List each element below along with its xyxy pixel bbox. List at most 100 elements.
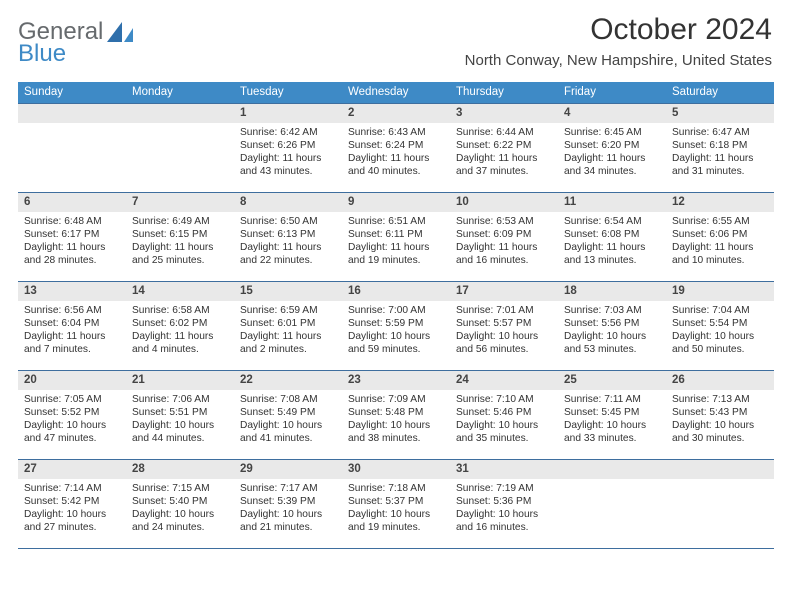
- day-details: Sunrise: 6:45 AM Sunset: 6:20 PM Dayligh…: [558, 123, 666, 182]
- brand-text: General Blue: [18, 20, 103, 66]
- day-cell: 1 Sunrise: 6:42 AM Sunset: 6:26 PM Dayli…: [234, 104, 342, 192]
- day-cell: 13 Sunrise: 6:56 AM Sunset: 6:04 PM Dayl…: [18, 282, 126, 370]
- sunrise-line: Sunrise: 7:09 AM: [348, 393, 444, 406]
- week-row: 6 Sunrise: 6:48 AM Sunset: 6:17 PM Dayli…: [18, 192, 774, 281]
- day-number: 1: [234, 104, 342, 123]
- sunrise-line: Sunrise: 7:08 AM: [240, 393, 336, 406]
- day-cell: 9 Sunrise: 6:51 AM Sunset: 6:11 PM Dayli…: [342, 193, 450, 281]
- daylight-line1: Daylight: 11 hours: [132, 330, 228, 343]
- day-number: 16: [342, 282, 450, 301]
- sunrise-line: Sunrise: 6:49 AM: [132, 215, 228, 228]
- daylight-line2: and 19 minutes.: [348, 254, 444, 267]
- sunset-line: Sunset: 5:49 PM: [240, 406, 336, 419]
- sunrise-line: Sunrise: 7:17 AM: [240, 482, 336, 495]
- sunrise-line: Sunrise: 6:45 AM: [564, 126, 660, 139]
- daylight-line2: and 40 minutes.: [348, 165, 444, 178]
- day-cell: 10 Sunrise: 6:53 AM Sunset: 6:09 PM Dayl…: [450, 193, 558, 281]
- sunset-line: Sunset: 5:59 PM: [348, 317, 444, 330]
- sunset-line: Sunset: 6:09 PM: [456, 228, 552, 241]
- day-details: Sunrise: 7:10 AM Sunset: 5:46 PM Dayligh…: [450, 390, 558, 449]
- sunrise-line: Sunrise: 6:44 AM: [456, 126, 552, 139]
- daylight-line2: and 27 minutes.: [24, 521, 120, 534]
- day-number: 5: [666, 104, 774, 123]
- sunset-line: Sunset: 6:08 PM: [564, 228, 660, 241]
- daylight-line2: and 25 minutes.: [132, 254, 228, 267]
- day-number: 30: [342, 460, 450, 479]
- daylight-line1: Daylight: 11 hours: [348, 241, 444, 254]
- day-details: Sunrise: 7:15 AM Sunset: 5:40 PM Dayligh…: [126, 479, 234, 538]
- daylight-line2: and 44 minutes.: [132, 432, 228, 445]
- sunset-line: Sunset: 6:18 PM: [672, 139, 768, 152]
- dow-fri: Friday: [558, 82, 666, 103]
- daylight-line1: Daylight: 11 hours: [564, 241, 660, 254]
- dow-wed: Wednesday: [342, 82, 450, 103]
- day-details: Sunrise: 6:48 AM Sunset: 6:17 PM Dayligh…: [18, 212, 126, 271]
- sunset-line: Sunset: 6:15 PM: [132, 228, 228, 241]
- day-details: Sunrise: 6:44 AM Sunset: 6:22 PM Dayligh…: [450, 123, 558, 182]
- sunset-line: Sunset: 6:26 PM: [240, 139, 336, 152]
- day-details: Sunrise: 7:14 AM Sunset: 5:42 PM Dayligh…: [18, 479, 126, 538]
- day-details: Sunrise: 6:53 AM Sunset: 6:09 PM Dayligh…: [450, 212, 558, 271]
- day-details: Sunrise: 7:00 AM Sunset: 5:59 PM Dayligh…: [342, 301, 450, 360]
- sunset-line: Sunset: 5:56 PM: [564, 317, 660, 330]
- sunset-line: Sunset: 5:36 PM: [456, 495, 552, 508]
- day-details: Sunrise: 7:08 AM Sunset: 5:49 PM Dayligh…: [234, 390, 342, 449]
- day-details: Sunrise: 6:54 AM Sunset: 6:08 PM Dayligh…: [558, 212, 666, 271]
- day-cell: 6 Sunrise: 6:48 AM Sunset: 6:17 PM Dayli…: [18, 193, 126, 281]
- day-details: Sunrise: 6:59 AM Sunset: 6:01 PM Dayligh…: [234, 301, 342, 360]
- daylight-line2: and 41 minutes.: [240, 432, 336, 445]
- daylight-line2: and 35 minutes.: [456, 432, 552, 445]
- daylight-line1: Daylight: 11 hours: [564, 152, 660, 165]
- daylight-line1: Daylight: 10 hours: [132, 419, 228, 432]
- day-cell: 14 Sunrise: 6:58 AM Sunset: 6:02 PM Dayl…: [126, 282, 234, 370]
- daylight-line2: and 47 minutes.: [24, 432, 120, 445]
- page: General Blue October 2024 North Conway, …: [0, 0, 792, 612]
- day-details: Sunrise: 7:13 AM Sunset: 5:43 PM Dayligh…: [666, 390, 774, 449]
- daylight-line2: and 38 minutes.: [348, 432, 444, 445]
- sunrise-line: Sunrise: 7:15 AM: [132, 482, 228, 495]
- daylight-line1: Daylight: 11 hours: [672, 152, 768, 165]
- daylight-line1: Daylight: 10 hours: [672, 330, 768, 343]
- sunrise-line: Sunrise: 7:01 AM: [456, 304, 552, 317]
- day-number: [126, 104, 234, 123]
- day-cell: 3 Sunrise: 6:44 AM Sunset: 6:22 PM Dayli…: [450, 104, 558, 192]
- week-row: 20 Sunrise: 7:05 AM Sunset: 5:52 PM Dayl…: [18, 370, 774, 459]
- sunset-line: Sunset: 5:52 PM: [24, 406, 120, 419]
- daylight-line1: Daylight: 10 hours: [564, 330, 660, 343]
- sunrise-line: Sunrise: 7:06 AM: [132, 393, 228, 406]
- daylight-line1: Daylight: 10 hours: [456, 508, 552, 521]
- daylight-line2: and 10 minutes.: [672, 254, 768, 267]
- day-details: Sunrise: 7:11 AM Sunset: 5:45 PM Dayligh…: [558, 390, 666, 449]
- daylight-line1: Daylight: 10 hours: [564, 419, 660, 432]
- daylight-line1: Daylight: 11 hours: [24, 241, 120, 254]
- day-details: Sunrise: 6:47 AM Sunset: 6:18 PM Dayligh…: [666, 123, 774, 182]
- sunset-line: Sunset: 5:57 PM: [456, 317, 552, 330]
- day-details: Sunrise: 6:42 AM Sunset: 6:26 PM Dayligh…: [234, 123, 342, 182]
- day-number: 9: [342, 193, 450, 212]
- sunrise-line: Sunrise: 6:53 AM: [456, 215, 552, 228]
- day-number: 25: [558, 371, 666, 390]
- dow-tue: Tuesday: [234, 82, 342, 103]
- day-cell: 7 Sunrise: 6:49 AM Sunset: 6:15 PM Dayli…: [126, 193, 234, 281]
- sunset-line: Sunset: 5:51 PM: [132, 406, 228, 419]
- day-details: Sunrise: 7:19 AM Sunset: 5:36 PM Dayligh…: [450, 479, 558, 538]
- day-details: Sunrise: 6:56 AM Sunset: 6:04 PM Dayligh…: [18, 301, 126, 360]
- calendar: Sunday Monday Tuesday Wednesday Thursday…: [18, 82, 774, 549]
- daylight-line2: and 43 minutes.: [240, 165, 336, 178]
- day-cell: 19 Sunrise: 7:04 AM Sunset: 5:54 PM Dayl…: [666, 282, 774, 370]
- day-number: 2: [342, 104, 450, 123]
- day-number: [666, 460, 774, 479]
- day-details: Sunrise: 6:58 AM Sunset: 6:02 PM Dayligh…: [126, 301, 234, 360]
- daylight-line1: Daylight: 10 hours: [24, 419, 120, 432]
- sunrise-line: Sunrise: 7:03 AM: [564, 304, 660, 317]
- daylight-line1: Daylight: 10 hours: [348, 419, 444, 432]
- sunrise-line: Sunrise: 6:56 AM: [24, 304, 120, 317]
- day-number: 24: [450, 371, 558, 390]
- day-details: Sunrise: 6:43 AM Sunset: 6:24 PM Dayligh…: [342, 123, 450, 182]
- daylight-line2: and 31 minutes.: [672, 165, 768, 178]
- dow-sun: Sunday: [18, 82, 126, 103]
- sunrise-line: Sunrise: 7:04 AM: [672, 304, 768, 317]
- daylight-line1: Daylight: 10 hours: [348, 508, 444, 521]
- daylight-line1: Daylight: 10 hours: [240, 419, 336, 432]
- day-number: 7: [126, 193, 234, 212]
